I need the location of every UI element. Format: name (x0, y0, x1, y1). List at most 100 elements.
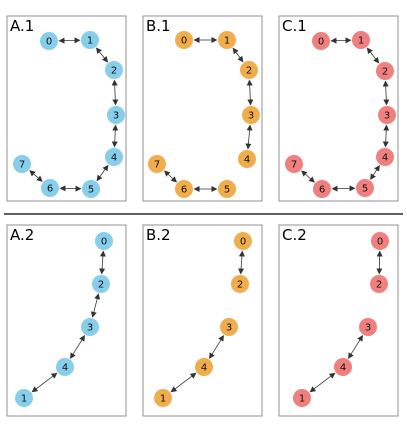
node-circle (175, 31, 193, 49)
node-label: 6 (319, 185, 325, 196)
node-label: 2 (98, 280, 104, 291)
node-circle (312, 32, 330, 50)
node-label: 5 (362, 184, 368, 195)
panel-c1: C.1 0 1 2 3 4 5 6 7 (278, 15, 399, 202)
edge-0-2 (238, 250, 245, 275)
node-circle (175, 180, 193, 198)
node-label: 7 (291, 160, 297, 171)
node-circle (352, 31, 370, 49)
node-circle (220, 318, 238, 336)
node-label: 1 (160, 394, 166, 405)
panel-label: A.2 (10, 226, 34, 244)
panel-frame (278, 15, 399, 202)
node-circle (81, 318, 99, 336)
edge-2-3 (382, 80, 390, 106)
node-label: 6 (47, 184, 53, 195)
node-0: 0 (95, 232, 113, 250)
node-label: 1 (224, 36, 230, 47)
node-label: 1 (21, 394, 27, 405)
node-label: 3 (87, 323, 93, 334)
node-0: 0 (312, 32, 330, 50)
node-6: 6 (41, 179, 59, 197)
node-label: 0 (46, 37, 52, 48)
node-circle (148, 155, 166, 173)
node-circle (13, 155, 31, 173)
edge-3-4 (209, 335, 224, 359)
edge-5-6 (331, 185, 356, 192)
node-2: 2 (231, 275, 249, 293)
edge-6-7 (301, 170, 315, 183)
node-circle (359, 318, 377, 336)
node-circle (231, 275, 249, 293)
edge-3-4 (348, 335, 363, 359)
node-5: 5 (218, 180, 236, 198)
panel-label: A.1 (10, 17, 34, 35)
edge-1-2 (366, 47, 380, 64)
node-circle (107, 106, 125, 124)
panel-label: B.1 (146, 17, 171, 35)
node-label: 3 (384, 111, 390, 122)
panel-label: C.1 (282, 17, 307, 35)
node-label: 4 (62, 363, 68, 374)
node-circle (234, 232, 252, 250)
node-6: 6 (313, 180, 331, 198)
node-2: 2 (376, 62, 394, 80)
node-4: 4 (105, 148, 123, 166)
node-circle (15, 389, 33, 407)
node-circle (356, 179, 374, 197)
node-label: 2 (382, 67, 388, 78)
panel-label: C.2 (282, 226, 307, 244)
panel-c2: C.2 0 2 3 4 1 (278, 224, 399, 417)
node-circle (95, 232, 113, 250)
edge-6-7 (163, 170, 178, 183)
edge-3-4 (111, 124, 119, 148)
node-circle (238, 150, 256, 168)
edge-1-2 (95, 47, 109, 63)
node-3: 3 (359, 318, 377, 336)
node-4: 4 (56, 358, 74, 376)
node-label: 0 (101, 237, 107, 248)
node-circle (376, 148, 394, 166)
panel-frame (142, 224, 263, 417)
edge-1-2 (232, 47, 244, 63)
node-circle (285, 155, 303, 173)
node-circle (293, 389, 311, 407)
node-label: 1 (358, 36, 364, 47)
node-label: 5 (224, 185, 230, 196)
node-circle (240, 61, 258, 79)
node-label: 7 (19, 160, 25, 171)
node-circle (41, 179, 59, 197)
node-1: 1 (15, 389, 33, 407)
node-label: 3 (365, 323, 371, 334)
node-label: 2 (376, 280, 382, 291)
node-0: 0 (40, 32, 58, 50)
node-1: 1 (293, 389, 311, 407)
node-label: 0 (181, 36, 187, 47)
node-label: 0 (240, 237, 246, 248)
node-2: 2 (240, 61, 258, 79)
panel-frame (6, 15, 127, 202)
node-label: 7 (154, 160, 160, 171)
node-5: 5 (82, 180, 100, 198)
node-label: 4 (340, 363, 346, 374)
node-7: 7 (13, 155, 31, 173)
node-1: 1 (81, 31, 99, 49)
panel-a2: A.2 0 2 3 4 1 (6, 224, 127, 417)
panel-frame (6, 224, 127, 417)
node-circle (371, 232, 389, 250)
node-circle (154, 389, 172, 407)
node-circle (242, 106, 260, 124)
edge-2-3 (111, 79, 119, 106)
edge-6-7 (29, 170, 43, 182)
node-circle (195, 358, 213, 376)
panel-frame (142, 15, 263, 202)
edge-4-1 (31, 372, 58, 393)
edge-2-3 (90, 293, 101, 318)
panel-a1: A.1 0 1 2 3 4 5 6 7 (6, 15, 127, 202)
edge-3-4 (382, 124, 390, 148)
node-label: 2 (111, 66, 117, 77)
node-5: 5 (356, 179, 374, 197)
node-2: 2 (370, 275, 388, 293)
panel-b2: B.2 0 2 3 4 1 (142, 224, 263, 417)
